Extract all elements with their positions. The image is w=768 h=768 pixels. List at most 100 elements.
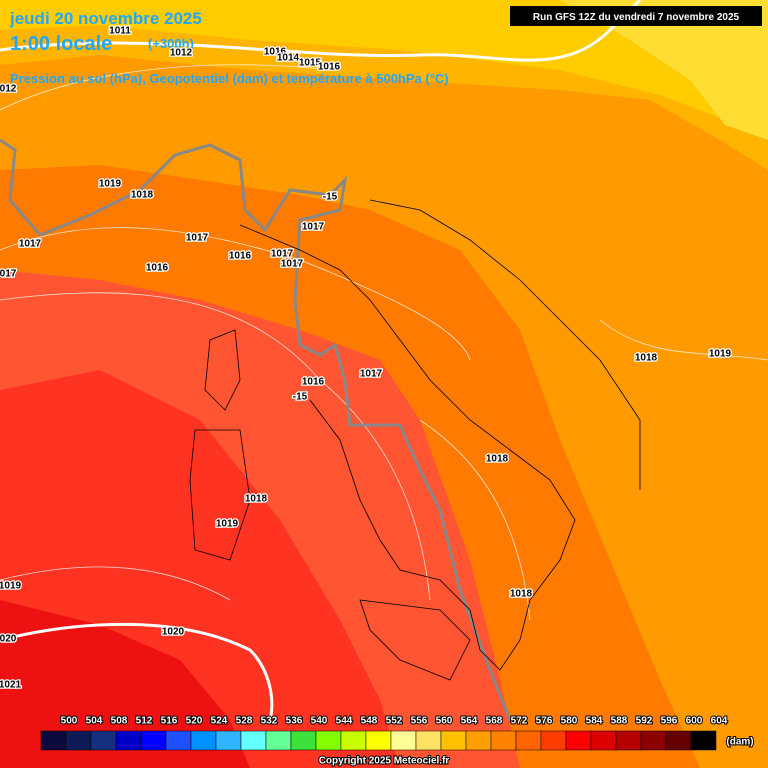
colorbar-label: 564 <box>461 716 478 727</box>
isobar-label: 1019 <box>216 519 239 530</box>
colorbar-label: 556 <box>411 716 428 727</box>
temperature-label: -15 <box>323 192 338 203</box>
colorbar-swatch <box>140 730 167 751</box>
isobar-label: 1018 <box>245 494 268 505</box>
colorbar-swatch <box>590 730 617 751</box>
colorbar-label: 516 <box>161 716 178 727</box>
isobar-label: 1011 <box>109 26 131 37</box>
colorbar-swatch <box>665 730 692 751</box>
colorbar-label: 568 <box>486 716 503 727</box>
isobar-label: 017 <box>0 269 17 280</box>
colorbar-label: 572 <box>511 716 528 727</box>
colorbar-label: 548 <box>361 716 378 727</box>
colorbar-swatch <box>290 730 317 751</box>
temperature-label: -15 <box>293 392 308 403</box>
isobar-label: 020 <box>0 634 17 645</box>
colorbar-swatch <box>40 730 67 751</box>
isobar-label: 1017 <box>360 369 383 380</box>
colorbar-swatch <box>90 730 117 751</box>
colorbar-label: 504 <box>86 716 103 727</box>
colorbar-swatch <box>565 730 592 751</box>
colorbar-swatch <box>65 730 92 751</box>
isobar-label: 1017 <box>19 239 42 250</box>
colorbar-label: 560 <box>436 716 453 727</box>
isobar-label: 1015 <box>299 58 322 69</box>
colorbar-swatch <box>690 730 717 751</box>
colorbar-label: 540 <box>311 716 328 727</box>
colorbar-label: 512 <box>136 716 153 727</box>
colorbar-swatch <box>390 730 417 751</box>
colorbar-label: 600 <box>686 716 703 727</box>
isobar-label: 1020 <box>162 627 185 638</box>
isobar-label: 1014 <box>277 53 300 64</box>
colorbar-swatch <box>540 730 567 751</box>
colorbar-swatch <box>165 730 192 751</box>
run-info: Run GFS 12Z du vendredi 7 novembre 2025 <box>533 12 740 23</box>
colorbar-label: 592 <box>636 716 653 727</box>
colorbar-swatch <box>190 730 217 751</box>
isobar-label: 1016 <box>264 47 287 58</box>
colorbar-label: 552 <box>386 716 403 727</box>
colorbar-label: 588 <box>611 716 628 727</box>
colorbar-swatch <box>265 730 292 751</box>
isobars <box>0 64 768 621</box>
colorbar-swatch <box>490 730 517 751</box>
isobar-label: 1016 <box>229 251 252 262</box>
isobar-label: 1016 <box>146 263 169 274</box>
colorbar-swatch <box>440 730 467 751</box>
isobar-label: 1019 <box>0 581 22 592</box>
colorbar-swatch <box>615 730 642 751</box>
colorbar-label: 576 <box>536 716 553 727</box>
isobar-label: 1018 <box>510 589 533 600</box>
colorbar-swatch <box>240 730 267 751</box>
copyright: Copyright 2025 Meteociel.fr <box>319 756 450 767</box>
colorbar-swatch <box>340 730 367 751</box>
colorbar-label: 508 <box>111 716 128 727</box>
isobar-label: 1019 <box>709 349 732 360</box>
isobar-label: 1021 <box>0 680 22 691</box>
forecast-date: jeudi 20 novembre 2025 <box>9 9 202 28</box>
colorbar-label: 604 <box>711 716 728 727</box>
isobar-label: 1017 <box>271 249 294 260</box>
isobar-label: 1017 <box>281 259 304 270</box>
isobar-label: 1018 <box>486 454 509 465</box>
colorbar-label: 520 <box>186 716 203 727</box>
band <box>0 0 768 130</box>
isobar-label: 1017 <box>302 222 325 233</box>
colorbar-label: 580 <box>561 716 578 727</box>
isobar-label: 1012 <box>170 48 193 59</box>
band <box>0 600 250 768</box>
colorbar-swatch <box>215 730 242 751</box>
colorbar-label: 532 <box>261 716 278 727</box>
isobar-label: 1017 <box>186 233 209 244</box>
colorbar-unit: (dam) <box>726 737 753 748</box>
colorbar-swatch <box>115 730 142 751</box>
colorbar-label: 544 <box>336 716 353 727</box>
colorbar-swatch <box>515 730 542 751</box>
forecast-time: 1:00 locale <box>10 33 112 55</box>
isobar-label: 1016 <box>318 62 341 73</box>
fields-description: Pression au sol (hPa), Geopotentiel (dam… <box>10 71 449 86</box>
colorbar-swatch <box>465 730 492 751</box>
colorbar-label: 536 <box>286 716 303 727</box>
isobar-label: 1019 <box>99 179 122 190</box>
colorbar-swatch <box>365 730 392 751</box>
isobar-label: 012 <box>0 84 17 95</box>
colorbar-label: 596 <box>661 716 678 727</box>
colorbar-swatch <box>315 730 342 751</box>
geopotential-lines <box>0 0 642 721</box>
isobar-label: 1016 <box>302 377 325 388</box>
isobar-label: 1018 <box>635 353 658 364</box>
colorbar-label: 500 <box>61 716 78 727</box>
isobar-label: 1018 <box>131 190 154 201</box>
forecast-lead: (+300h) <box>148 36 194 51</box>
run-box <box>510 6 762 26</box>
band <box>560 0 768 140</box>
colorbar-label: 584 <box>586 716 603 727</box>
colorbar-swatch <box>640 730 667 751</box>
colorbar-label: 528 <box>236 716 253 727</box>
colorbar-label: 524 <box>211 716 228 727</box>
colorbar-swatch <box>415 730 442 751</box>
temperature-contour <box>0 138 512 721</box>
